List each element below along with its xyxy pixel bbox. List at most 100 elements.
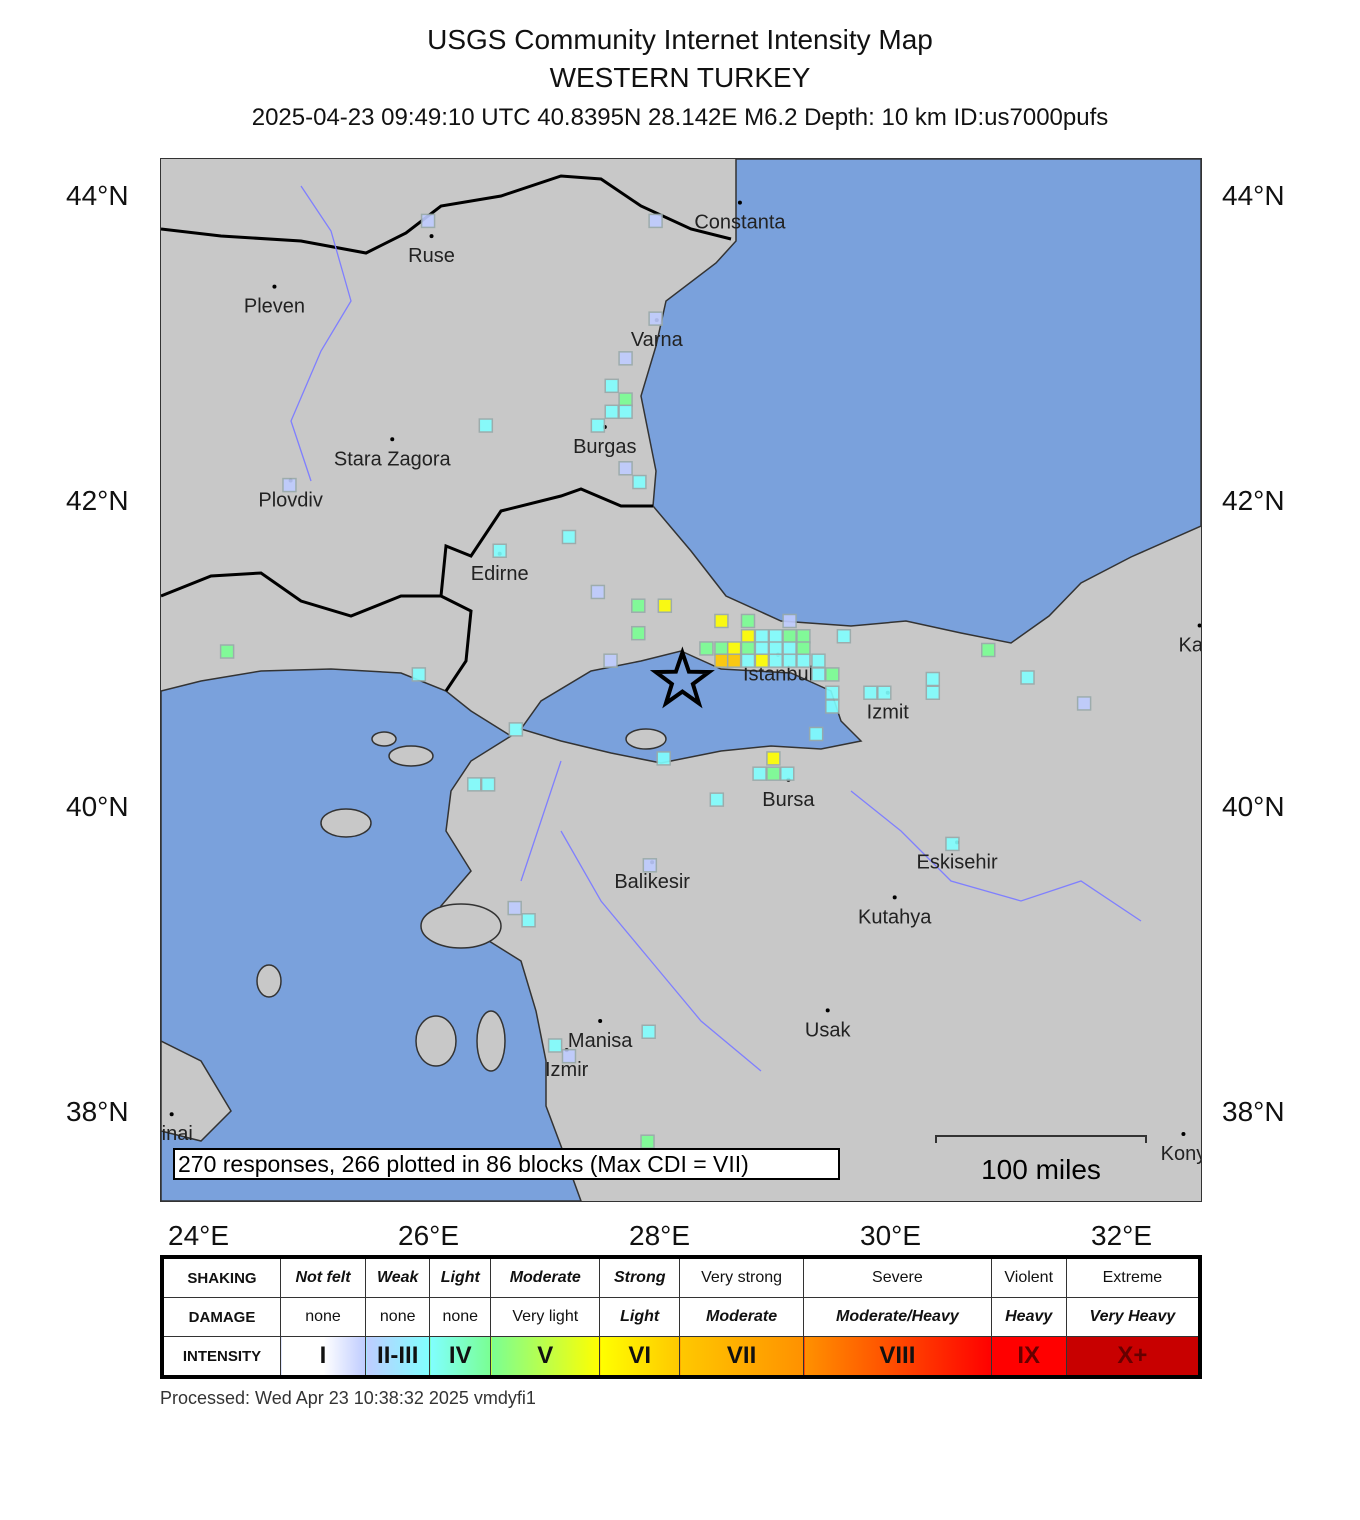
cdi-block-V[interactable] [825, 667, 840, 682]
cdi-block-V[interactable] [740, 613, 756, 629]
response-summary: 270 responses, 266 plotted in 86 blocks … [178, 1151, 749, 1177]
cdi-block-V[interactable] [796, 628, 811, 644]
cdi-block-IV[interactable] [478, 418, 494, 433]
cdi-block-II[interactable] [603, 653, 618, 668]
legend-row-label: DAMAGE [161, 1297, 281, 1337]
cdi-block-II[interactable] [590, 584, 606, 600]
cdi-block-V[interactable] [640, 1134, 655, 1149]
city-label: hinai [160, 1123, 193, 1145]
cdi-block-IV[interactable] [925, 685, 941, 700]
country-borders [161, 174, 732, 692]
cdi-block-V[interactable] [740, 641, 756, 656]
cdi-block-IV[interactable] [877, 685, 892, 700]
cdi-block-IV[interactable] [467, 777, 482, 792]
cdi-block-IV[interactable] [782, 653, 797, 668]
cdi-block-IV[interactable] [863, 685, 878, 700]
cdi-block-IV[interactable] [1020, 670, 1035, 685]
cdi-block-VI[interactable] [754, 653, 770, 668]
lat-tick-left: 40°N [66, 791, 129, 822]
cdi-block-IV[interactable] [632, 474, 647, 490]
legend-intensity: I [280, 1336, 366, 1378]
cdi-block-V[interactable] [618, 392, 633, 407]
legend-shaking: Light [429, 1256, 492, 1298]
cdi-block-IV[interactable] [811, 653, 826, 668]
city-marker [429, 234, 434, 239]
legend-damage: none [429, 1297, 492, 1337]
city-marker [272, 284, 277, 289]
cdi-block-V[interactable] [796, 641, 811, 656]
cdi-block-II[interactable] [282, 477, 297, 493]
cdi-block-IV[interactable] [796, 653, 811, 668]
cdi-block-IV[interactable] [808, 726, 824, 742]
cdi-block-IV[interactable] [768, 653, 783, 668]
cdi-block-VII[interactable] [726, 653, 742, 668]
legend-shaking: Moderate [490, 1256, 601, 1298]
cdi-block-IV[interactable] [604, 378, 619, 394]
legend-shaking: Violent [990, 1256, 1067, 1298]
city-marker [1181, 1132, 1186, 1137]
cdi-block-II[interactable] [561, 1048, 577, 1064]
cdi-block-V[interactable] [782, 628, 797, 644]
cdi-block-V[interactable] [766, 766, 781, 781]
cdi-block-IV[interactable] [590, 418, 606, 433]
cdi-block-V[interactable] [631, 598, 646, 613]
epicenter-star-icon[interactable] [649, 646, 715, 709]
cdi-block-IV[interactable] [836, 628, 852, 644]
cdi-block-V[interactable] [699, 641, 714, 656]
cdi-block-V[interactable] [631, 625, 646, 641]
cdi-block-IV[interactable] [508, 722, 524, 737]
city-marker [390, 437, 395, 442]
cdi-block-IV[interactable] [618, 404, 633, 420]
cdi-block-IV[interactable] [656, 751, 671, 766]
cdi-block-VI[interactable] [714, 613, 729, 629]
cdi-block-IV[interactable] [811, 667, 826, 682]
cdi-block-VI[interactable] [726, 641, 742, 656]
map-title: USGS Community Internet Intensity Map [427, 24, 933, 55]
cdi-block-II[interactable] [648, 213, 663, 229]
cdi-block-IV[interactable] [604, 404, 619, 420]
cdi-block-IV[interactable] [825, 685, 840, 700]
cdi-block-IV[interactable] [740, 653, 756, 668]
processed-timestamp: Processed: Wed Apr 23 10:38:32 2025 vmdy… [160, 1388, 536, 1408]
cdi-block-IV[interactable] [945, 836, 960, 852]
cdi-block-IV[interactable] [752, 766, 767, 781]
cdi-block-VII[interactable] [714, 653, 729, 668]
cdi-block-IV[interactable] [768, 641, 783, 656]
cdi-block-IV[interactable] [825, 699, 840, 714]
cdi-block-II[interactable] [1076, 696, 1092, 711]
cdi-block-IV[interactable] [641, 1024, 656, 1039]
cdi-block-V[interactable] [714, 641, 729, 656]
cdi-block-IV[interactable] [521, 913, 536, 928]
cdi-block-V[interactable] [219, 644, 235, 659]
cdi-block-IV[interactable] [492, 543, 507, 558]
legend-shaking: Not felt [280, 1256, 366, 1298]
cdi-block-IV[interactable] [754, 641, 770, 656]
cdi-block-II[interactable] [420, 213, 436, 229]
cdi-block-II[interactable] [618, 351, 633, 366]
cdi-block-IV[interactable] [547, 1038, 563, 1053]
cdi-block-VI[interactable] [766, 751, 781, 766]
intensity-map[interactable]: Constanta Ruse Pleven Varna Burgas Stara Zago… [160, 158, 1202, 1202]
cdi-block-IV[interactable] [768, 628, 783, 644]
cdi-block-IV[interactable] [754, 628, 770, 644]
cdi-block-IV[interactable] [780, 766, 795, 781]
event-info: 2025-04-23 09:49:10 UTC 40.8395N 28.142E… [251, 104, 1109, 131]
lat-tick-left: 42°N [66, 485, 129, 516]
cdi-block-IV[interactable] [480, 777, 496, 792]
cdi-block-IV[interactable] [925, 671, 941, 687]
legend-shaking: Very strong [679, 1256, 805, 1298]
cdi-block-VI[interactable] [657, 598, 673, 613]
legend-intensity: VI [599, 1336, 681, 1378]
cdi-block-II[interactable] [648, 311, 663, 326]
cdi-block-II[interactable] [642, 858, 658, 873]
cdi-block-II[interactable] [782, 613, 797, 629]
city-label: Constanta [694, 212, 786, 234]
cdi-block-II[interactable] [618, 461, 633, 476]
cdi-block-II[interactable] [507, 900, 522, 916]
cdi-block-V[interactable] [980, 642, 996, 658]
cdi-block-IV[interactable] [709, 792, 725, 807]
cdi-block-IV[interactable] [561, 529, 577, 545]
cdi-block-VI[interactable] [740, 628, 756, 644]
cdi-block-IV[interactable] [782, 641, 797, 656]
cdi-block-IV[interactable] [411, 667, 427, 682]
